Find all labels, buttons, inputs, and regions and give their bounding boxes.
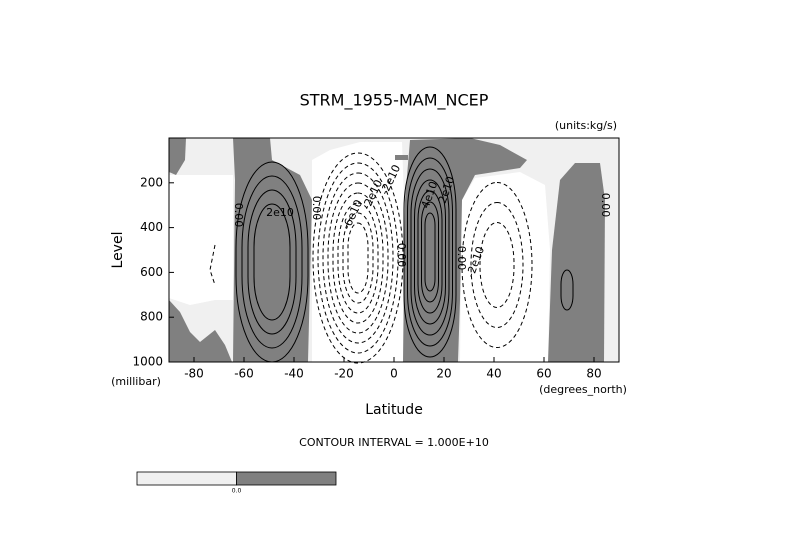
positive-region xyxy=(548,163,605,362)
contour-line xyxy=(342,212,374,304)
x-tick-label: -80 xyxy=(184,367,204,381)
plot-area: 0.00 2e10 0.00 -6e10-2e10-2e100.004e102e100… xyxy=(168,137,620,364)
y-axis-label: Level xyxy=(110,232,126,269)
positive-region xyxy=(169,300,232,362)
contour-label: 0.00 xyxy=(455,246,468,271)
contour-line xyxy=(337,202,379,314)
positive-region xyxy=(169,138,186,175)
positive-region xyxy=(403,138,527,362)
contour-line xyxy=(312,152,404,364)
contour-label: 0.00 xyxy=(395,243,408,268)
contour-label: 2e10 xyxy=(266,206,294,219)
footnote: CONTOUR INTERVAL = 1.000E+10 xyxy=(299,436,489,449)
y-tick-label: 600 xyxy=(140,265,163,279)
x-unit-label: (degrees_north) xyxy=(539,383,627,396)
y-tick-label: 200 xyxy=(140,175,163,189)
colorbar-swatch xyxy=(136,471,237,486)
contour-line xyxy=(410,168,450,336)
contour-line xyxy=(317,162,399,354)
x-tick-label: 60 xyxy=(536,367,551,381)
x-tick-label: -40 xyxy=(284,367,304,381)
contour-label: 0.00 xyxy=(599,193,612,218)
neutral-region xyxy=(169,175,233,305)
contour-line xyxy=(414,179,446,325)
contour-line xyxy=(253,203,291,321)
contour-line xyxy=(347,222,369,294)
positive-region xyxy=(395,155,408,160)
contour-line xyxy=(327,182,389,334)
x-tick-label: -20 xyxy=(334,367,354,381)
colorbar-swatch xyxy=(236,471,337,486)
contour-line xyxy=(407,157,453,347)
contour-line xyxy=(560,269,574,311)
contour-line xyxy=(209,244,216,286)
y-unit-label: (millibar) xyxy=(111,375,161,388)
contour-line xyxy=(461,182,533,348)
contour-label: 0.00 xyxy=(232,203,245,228)
contour-line xyxy=(424,212,436,292)
contour-line xyxy=(417,190,443,314)
contour-label: 0.00 xyxy=(310,196,323,221)
contour-line xyxy=(241,175,303,349)
y-tick-label: 800 xyxy=(140,310,163,324)
x-tick-label: -60 xyxy=(234,367,254,381)
x-tick-label: 40 xyxy=(486,367,501,381)
x-tick-label: 80 xyxy=(586,367,601,381)
contour-line xyxy=(479,222,515,308)
contour-line xyxy=(332,192,384,324)
contour-line xyxy=(403,146,457,358)
contour-line xyxy=(470,202,524,328)
colorbar-label: 0.0 xyxy=(232,488,242,495)
neutral-region xyxy=(460,172,550,362)
chart-title: STRM_1955-MAM_NCEP xyxy=(300,91,489,111)
contour-line xyxy=(322,172,394,344)
contour-line xyxy=(421,201,439,303)
contour-line xyxy=(247,189,297,335)
x-tick-label: 0 xyxy=(390,367,398,381)
x-tick-label: 20 xyxy=(436,367,451,381)
x-axis-label: Latitude xyxy=(365,402,423,418)
units-label: (units:kg/s) xyxy=(555,119,617,132)
y-tick-label: 400 xyxy=(140,220,163,234)
y-tick-label: 1000 xyxy=(132,355,163,369)
